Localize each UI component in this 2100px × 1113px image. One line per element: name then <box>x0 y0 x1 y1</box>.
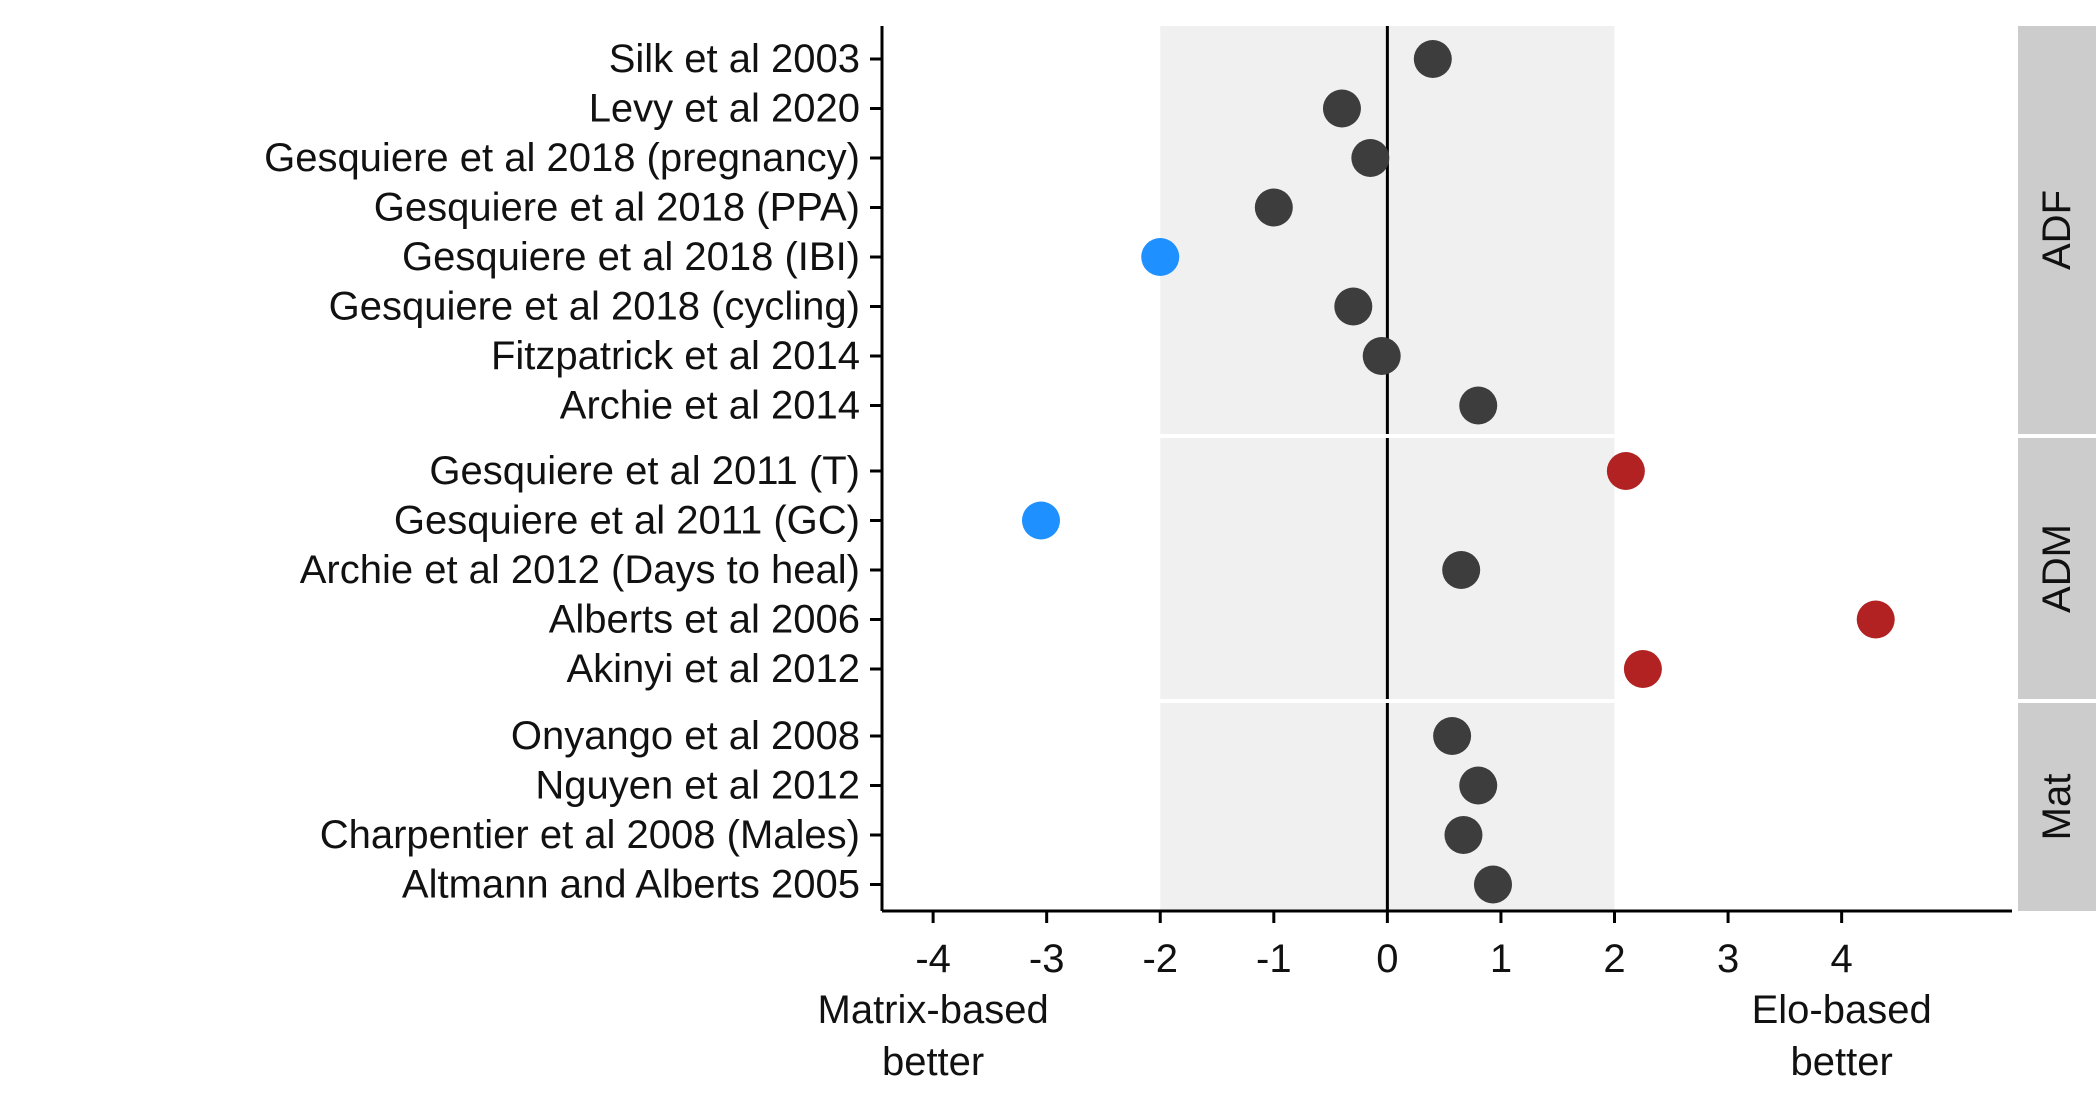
x-tick-label: 0 <box>1376 937 1398 981</box>
strip-adm <box>2018 438 2096 699</box>
row-label: Gesquiere et al 2011 (GC) <box>394 499 860 543</box>
row-label: Gesquiere et al 2018 (PPA) <box>374 186 860 230</box>
data-point <box>1856 600 1895 639</box>
x-tick-label: 2 <box>1603 937 1625 981</box>
row-label: Onyango et al 2008 <box>511 714 860 758</box>
row-label: Gesquiere et al 2018 (IBI) <box>402 235 860 279</box>
row-label: Gesquiere et al 2011 (T) <box>429 449 860 493</box>
annotation-elo-better: better <box>1790 1040 1892 1084</box>
row-label: Archie et al 2012 (Days to heal) <box>300 548 860 592</box>
row-label: Altmann and Alberts 2005 <box>402 863 860 907</box>
row-label: Levy et al 2020 <box>589 87 860 131</box>
data-point <box>1459 386 1498 425</box>
row-label: Fitzpatrick et al 2014 <box>491 334 860 378</box>
row-label: Gesquiere et al 2018 (pregnancy) <box>264 136 860 180</box>
row-label: Gesquiere et al 2018 (cycling) <box>329 285 860 329</box>
strip-label: ADF <box>2035 190 2079 270</box>
row-label: Charpentier et al 2008 (Males) <box>320 813 860 857</box>
data-point <box>1433 717 1472 755</box>
annotation-elo-better: Elo-based <box>1752 988 1932 1032</box>
strip-label: Mat <box>2035 774 2079 841</box>
row-label: Archie et al 2014 <box>560 384 860 428</box>
strip-mat <box>2018 703 2096 911</box>
data-point <box>1606 452 1645 490</box>
x-tick-label: 3 <box>1717 937 1739 981</box>
data-point <box>1322 89 1361 128</box>
data-point <box>1473 865 1512 904</box>
data-point <box>1141 238 1180 276</box>
row-label: Akinyi et al 2012 <box>566 647 860 691</box>
data-point <box>1459 766 1498 805</box>
data-point <box>1254 188 1293 227</box>
x-tick-label: -3 <box>1029 937 1065 981</box>
data-point <box>1021 501 1060 540</box>
data-point <box>1351 139 1390 177</box>
data-point <box>1334 287 1373 326</box>
x-tick-label: -1 <box>1256 937 1292 981</box>
data-point <box>1444 816 1483 854</box>
x-tick-label: 4 <box>1831 937 1853 981</box>
data-point <box>1362 337 1401 375</box>
x-tick-label: 1 <box>1490 937 1512 981</box>
strip-label: ADM <box>2035 524 2079 613</box>
strip-adf <box>2018 26 2096 434</box>
annotation-matrix-better: better <box>882 1040 984 1084</box>
data-point <box>1413 40 1452 78</box>
x-tick-label: -4 <box>915 937 951 981</box>
data-point <box>1623 650 1662 688</box>
row-label: Nguyen et al 2012 <box>535 764 860 808</box>
annotation-matrix-better: Matrix-based <box>818 988 1049 1032</box>
data-point <box>1442 551 1481 589</box>
row-label: Silk et al 2003 <box>609 37 860 81</box>
row-label: Alberts et al 2006 <box>549 598 860 642</box>
x-tick-label: -2 <box>1142 937 1178 981</box>
